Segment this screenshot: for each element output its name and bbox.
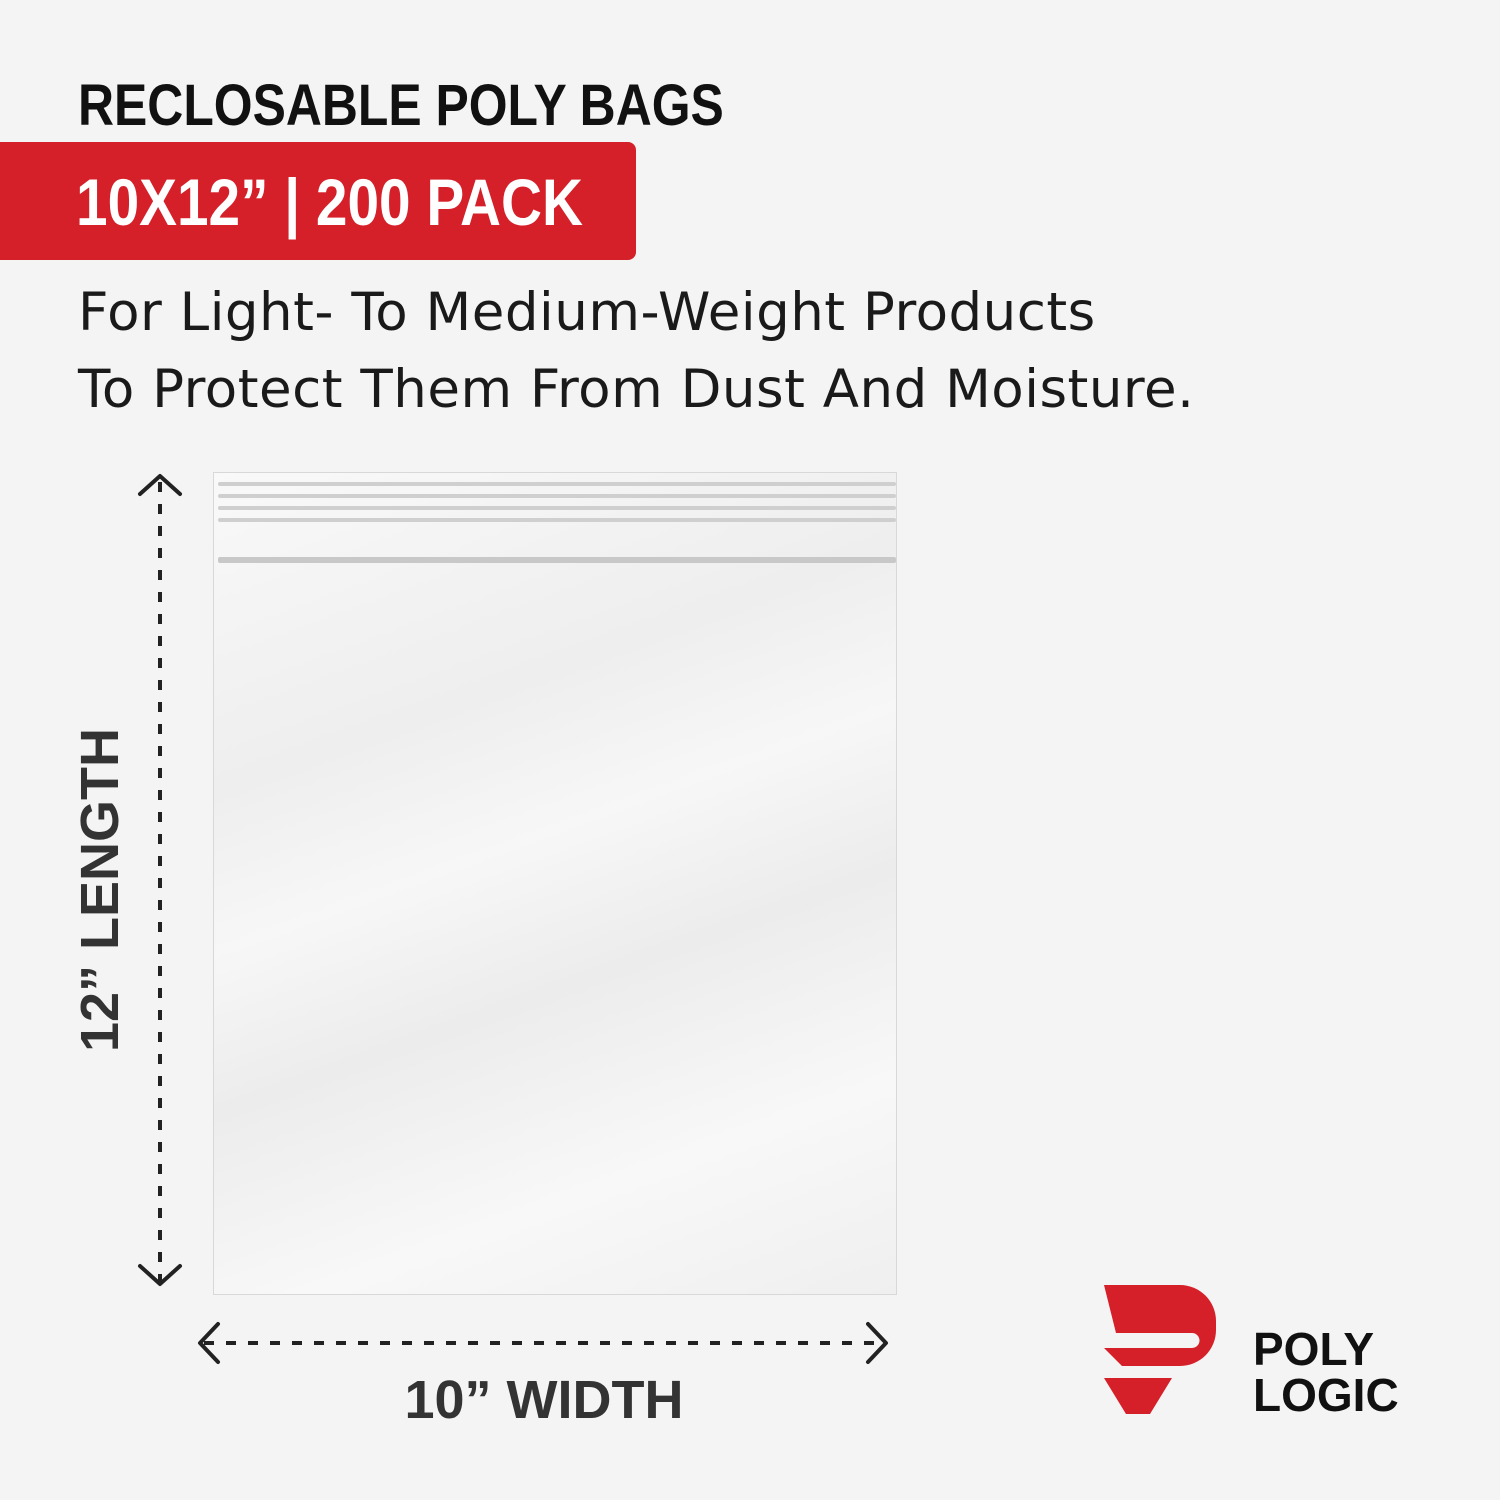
poly-logic-logo-icon	[1104, 1285, 1216, 1414]
size-banner	[0, 142, 636, 260]
zip-line	[218, 518, 896, 522]
size-pack-label: 10X12” | 200 PACK	[76, 165, 584, 239]
zip-seal	[218, 557, 896, 563]
poly-bag-image	[213, 472, 897, 1295]
width-arrow-icon	[198, 1322, 888, 1364]
length-arrow-icon	[138, 474, 182, 1286]
length-label: 12” LENGTH	[70, 727, 130, 1053]
brand-logo-text: POLY LOGIC	[1253, 1326, 1399, 1418]
zip-line	[218, 482, 896, 486]
zip-line	[218, 494, 896, 498]
brand-line-2: LOGIC	[1253, 1369, 1399, 1421]
brand-line-1: POLY	[1253, 1323, 1375, 1375]
product-title: RECLOSABLE POLY BAGS	[78, 73, 724, 138]
description-line-1: For Light- To Medium-Weight Products	[78, 282, 1096, 343]
description-line-2: To Protect Them From Dust And Moisture.	[78, 359, 1195, 420]
width-label: 10” WIDTH	[404, 1370, 684, 1430]
zip-line	[218, 506, 896, 510]
